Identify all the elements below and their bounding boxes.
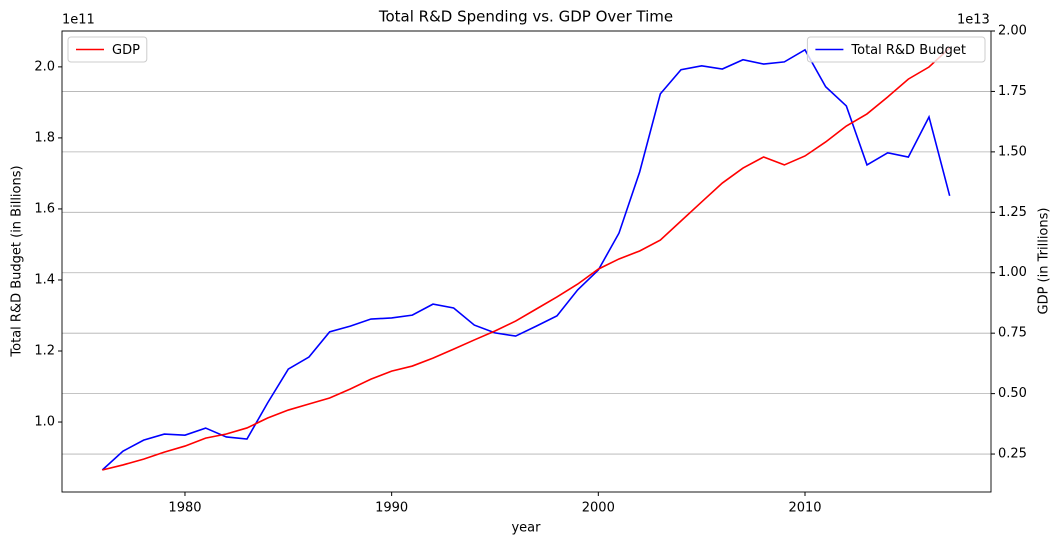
y-tick-label: 1.0: [34, 415, 55, 430]
y2-tick-label: 1.25: [998, 205, 1027, 220]
series-line: [101, 48, 951, 471]
y-offset-text: 1e11: [62, 13, 95, 28]
x-tick-label: 1980: [168, 501, 201, 516]
y-tick-label: 1.2: [34, 344, 55, 359]
y2-tick-label: 0.50: [998, 386, 1027, 401]
y2-offset-text: 1e13: [957, 13, 990, 28]
legend-box: [806, 36, 986, 63]
y2-tick-label: 2.00: [998, 24, 1027, 39]
legend-label: GDP: [112, 43, 140, 58]
y2-axis-label: GDP (in Trillions): [1037, 208, 1052, 315]
y2-tick-label: 1.75: [998, 84, 1027, 99]
x-tick-label: 2000: [582, 501, 615, 516]
y-tick-label: 1.4: [34, 272, 55, 287]
chart-title: Total R&D Spending vs. GDP Over Time: [378, 8, 673, 26]
y-tick-label: 2.0: [34, 59, 55, 74]
y-tick-label: 1.8: [34, 130, 55, 145]
legend-box: [67, 36, 148, 63]
y-tick-label: 1.6: [34, 201, 55, 216]
y2-tick-label: 0.25: [998, 447, 1027, 462]
y2-tick-label: 1.50: [998, 144, 1027, 159]
y2-tick-label: 0.75: [998, 326, 1027, 341]
y-axis-label: Total R&D Budget (in Billions): [10, 165, 25, 357]
series-line: [102, 47, 951, 471]
x-tick-label: 1990: [375, 501, 408, 516]
plot-frame: [61, 30, 992, 493]
legend-label: Total R&D Budget: [850, 43, 966, 58]
y2-tick-label: 1.00: [998, 265, 1027, 280]
x-axis-label: year: [511, 521, 541, 536]
x-tick-label: 2010: [788, 501, 821, 516]
